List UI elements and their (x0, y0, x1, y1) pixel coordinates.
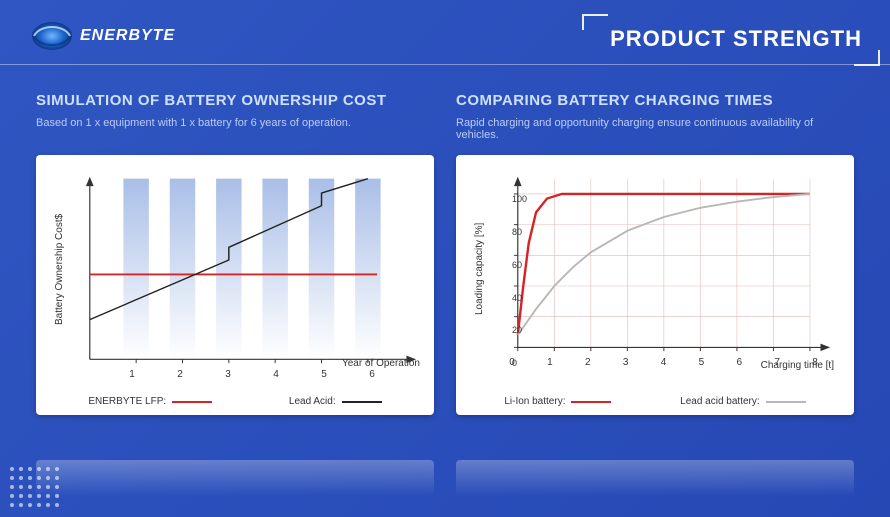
legend-line (766, 401, 806, 403)
panels-container: SIMULATION OF BATTERY OWNERSHIP COST Bas… (36, 92, 854, 415)
legend-label: ENERBYTE LFP: (88, 396, 166, 407)
legend-label: Lead Acid: (289, 396, 336, 407)
x-axis-label: Charging time [t] (761, 360, 834, 371)
x-axis-label: Year of Operation (342, 358, 420, 369)
legend-label: Lead acid battery: (680, 396, 760, 407)
y-axis-label: Battery Ownership Cost$ (54, 214, 65, 325)
x-tick: 1 (547, 357, 553, 368)
legend-line (571, 401, 611, 403)
chart-card-left: Battery Ownership Cost$ 123456 Year of O… (36, 155, 434, 415)
legend-item: Lead acid battery: (680, 396, 806, 407)
decorative-dots (10, 467, 59, 507)
page-title: PRODUCT STRENGTH (590, 18, 890, 62)
legend-line (342, 401, 382, 403)
brand-logo: ENERBYTE (30, 14, 175, 58)
panel-charging-times: COMPARING BATTERY CHARGING TIMES Rapid c… (456, 92, 854, 415)
brand-name: ENERBYTE (80, 27, 175, 45)
panel-ownership-cost: SIMULATION OF BATTERY OWNERSHIP COST Bas… (36, 92, 434, 415)
x-tick: 6 (369, 369, 375, 380)
x-tick: 6 (737, 357, 743, 368)
x-tick: 4 (273, 369, 279, 380)
x-tick: 3 (623, 357, 629, 368)
card-reflection (36, 460, 854, 500)
x-tick: 4 (661, 357, 667, 368)
legend-item: ENERBYTE LFP: (88, 396, 212, 407)
chart-card-right: Loading capacity [%] 012345678 020406080… (456, 155, 854, 415)
chart-area-right: 012345678 020406080100 (512, 173, 834, 353)
panel-subheading: Rapid charging and opportunity charging … (456, 117, 854, 145)
legend-left: ENERBYTE LFP: Lead Acid: (50, 396, 420, 407)
panel-heading: COMPARING BATTERY CHARGING TIMES (456, 92, 854, 109)
chart-svg-left (84, 173, 420, 365)
x-tick: 2 (585, 357, 591, 368)
x-tick: 5 (321, 369, 327, 380)
slide: ENERBYTE PRODUCT STRENGTH SIMULATION OF … (0, 0, 890, 517)
logo-swirl-icon (30, 14, 74, 58)
panel-heading: SIMULATION OF BATTERY OWNERSHIP COST (36, 92, 434, 109)
legend-right: Li-Ion battery: Lead acid battery: (470, 396, 840, 407)
chart-area-left: 123456 (84, 173, 420, 365)
x-tick: 2 (177, 369, 183, 380)
y-axis-label: Loading capacity [%] (474, 223, 485, 315)
x-tick: 3 (225, 369, 231, 380)
x-tick: 5 (699, 357, 705, 368)
panel-subheading: Based on 1 x equipment with 1 x battery … (36, 117, 434, 145)
legend-item: Li-Ion battery: (504, 396, 611, 407)
legend-line (172, 401, 212, 403)
legend-label: Li-Ion battery: (504, 396, 565, 407)
x-tick: 1 (129, 369, 135, 380)
legend-item: Lead Acid: (289, 396, 382, 407)
header-divider (0, 64, 890, 65)
chart-svg-right (512, 173, 834, 353)
